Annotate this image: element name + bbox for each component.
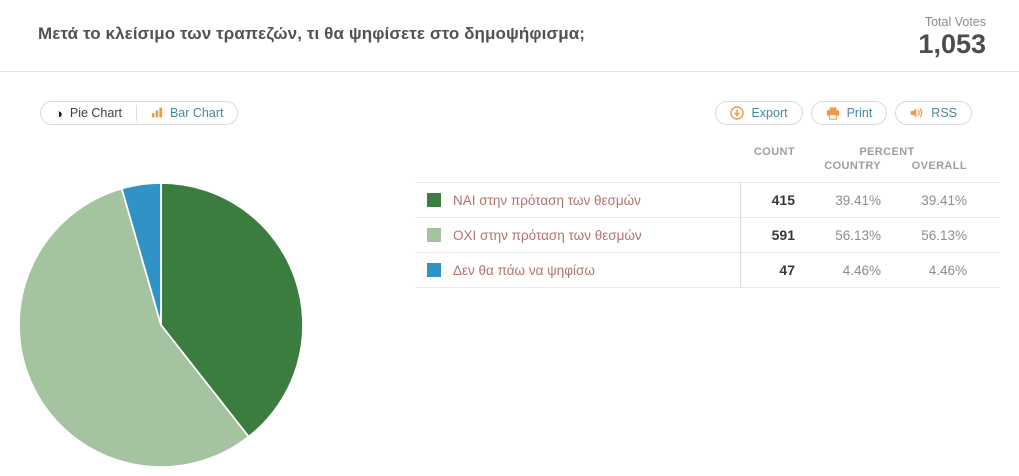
total-votes-value: 1,053	[918, 29, 986, 59]
pie-slice-0[interactable]	[160, 182, 304, 438]
result-row-abstain: Δεν θα πάω να ψηφίσω 47 4.46% 4.46%	[415, 252, 1000, 287]
total-votes: Total Votes 1,053	[918, 15, 986, 60]
result-row-yes: ΝΑΙ στην πρόταση των θεσμών 415 39.41% 3…	[415, 182, 1000, 217]
rss-label: RSS	[931, 106, 957, 120]
pie-chart-toggle-label: Pie Chart	[69, 106, 122, 120]
col-header-overall: OVERALL	[911, 160, 967, 172]
col-header-percent: PERCENT	[859, 146, 915, 158]
count-value: 591	[771, 227, 795, 243]
legend-swatch-no	[427, 228, 441, 242]
rss-speaker-icon	[910, 107, 924, 119]
results-table: COUNT PERCENT COUNTRY OVERALL ΝΑΙ στην π…	[415, 146, 1000, 288]
print-label: Print	[846, 106, 873, 120]
print-button[interactable]: Print	[810, 101, 888, 125]
pie-chart-toggle-button[interactable]: ◑ Pie Chart	[41, 102, 136, 124]
actions-toolbar: Export Print RSS	[715, 101, 972, 125]
pie-slice-1[interactable]	[18, 187, 250, 468]
col-header-count: COUNT	[753, 146, 795, 158]
pie-chart	[18, 182, 304, 468]
country-percent: 4.46%	[842, 262, 881, 278]
count-value: 415	[771, 192, 795, 208]
legend-swatch-yes	[427, 193, 441, 207]
bar-chart-icon	[151, 106, 163, 121]
col-header-country: COUNTRY	[824, 160, 881, 172]
overall-percent: 4.46%	[928, 262, 967, 278]
pie-chart-icon: ◑	[55, 105, 63, 121]
table-header: COUNT PERCENT COUNTRY OVERALL	[415, 146, 1000, 172]
export-button[interactable]: Export	[715, 101, 803, 125]
country-percent: 56.13%	[835, 227, 881, 243]
total-votes-label: Total Votes	[924, 15, 986, 29]
export-label: Export	[751, 106, 788, 120]
print-icon	[826, 107, 840, 120]
overall-percent: 56.13%	[921, 227, 967, 243]
export-icon	[730, 106, 745, 120]
bar-chart-toggle-button[interactable]: Bar Chart	[136, 102, 238, 124]
country-percent: 39.41%	[835, 192, 881, 208]
header-divider	[0, 71, 1019, 72]
count-value: 47	[779, 262, 795, 278]
answer-label: ΝΑΙ στην πρόταση των θεσμών	[453, 192, 641, 208]
answer-label: Δεν θα πάω να ψηφίσω	[453, 262, 595, 278]
pie-slice-2[interactable]	[120, 182, 162, 326]
chart-type-toggle: ◑ Pie Chart Bar Chart	[40, 101, 239, 125]
answer-label: ΟΧΙ στην πρόταση των θεσμών	[453, 227, 642, 243]
table-body: ΝΑΙ στην πρόταση των θεσμών 415 39.41% 3…	[415, 182, 1000, 288]
pie-chart-area	[17, 181, 305, 469]
result-row-no: ΟΧΙ στην πρόταση των θεσμών 591 56.13% 5…	[415, 217, 1000, 252]
legend-swatch-abstain	[427, 263, 441, 277]
bar-chart-toggle-label: Bar Chart	[169, 106, 224, 120]
toggle-separator	[135, 105, 137, 121]
rss-button[interactable]: RSS	[895, 101, 972, 125]
page-title: Μετά το κλείσιμο των τραπεζών, τι θα ψηφ…	[38, 24, 586, 43]
overall-percent: 39.41%	[921, 192, 967, 208]
